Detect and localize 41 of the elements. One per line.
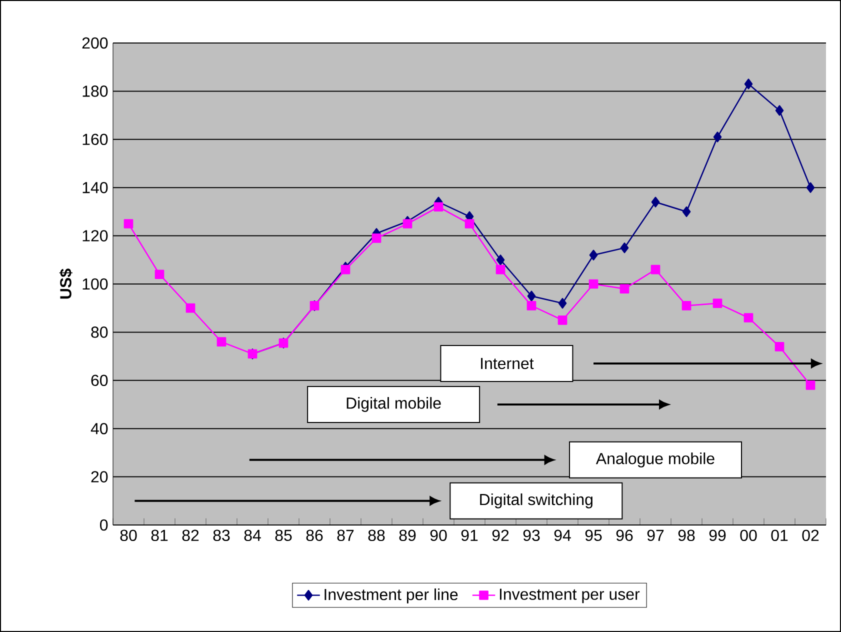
y-tick-label: 60 xyxy=(91,374,108,386)
legend-label: Investment per line xyxy=(324,588,458,604)
x-tick-label: 82 xyxy=(182,530,199,542)
y-tick-label: 20 xyxy=(91,471,108,482)
y-tick-label: 200 xyxy=(82,37,108,49)
y-tick-label: 180 xyxy=(82,86,108,97)
x-tick-label: 88 xyxy=(368,530,385,542)
x-tick-label: 92 xyxy=(492,530,509,542)
x-tick-label: 90 xyxy=(430,530,447,542)
y-tick-label: 40 xyxy=(90,422,108,434)
annotation: Digital mobile xyxy=(346,397,441,412)
x-tick-label: 86 xyxy=(306,530,323,542)
y-tick-label: 160 xyxy=(82,134,108,146)
x-tick-label: 93 xyxy=(523,530,540,542)
x-tick-label: 02 xyxy=(802,530,819,542)
y-axis-title: US$ xyxy=(59,268,72,299)
y-tick-label: 100 xyxy=(82,278,108,290)
x-tick-label: 91 xyxy=(461,530,478,542)
x-tick-label: 80 xyxy=(120,530,137,542)
y-tick-label: 140 xyxy=(82,182,108,194)
annotation: Digital switching xyxy=(480,493,592,508)
x-tick-label: 95 xyxy=(585,530,602,542)
x-tick-label: 87 xyxy=(337,530,354,542)
x-tick-label: 83 xyxy=(213,530,230,542)
annotation: Analogue mobile xyxy=(596,452,714,468)
x-tick-label: 89 xyxy=(399,530,416,542)
y-tick-label: 120 xyxy=(82,230,108,242)
legend-label: Investment per user xyxy=(500,588,640,604)
x-tick-label: 99 xyxy=(709,530,726,542)
x-tick-label: 96 xyxy=(616,530,633,542)
x-tick-label: 84 xyxy=(244,530,261,542)
annotation: Internet xyxy=(481,358,534,370)
y-tick-label: 80 xyxy=(91,326,108,338)
x-tick-label: 97 xyxy=(647,530,664,542)
y-tick-label: 0 xyxy=(100,519,108,531)
x-tick-label: 01 xyxy=(771,530,788,542)
x-tick-label: 00 xyxy=(740,530,757,542)
x-tick-label: 85 xyxy=(275,530,292,542)
x-tick-label: 81 xyxy=(151,530,168,542)
x-tick-label: 94 xyxy=(554,530,571,542)
x-tick-label: 98 xyxy=(678,530,695,542)
